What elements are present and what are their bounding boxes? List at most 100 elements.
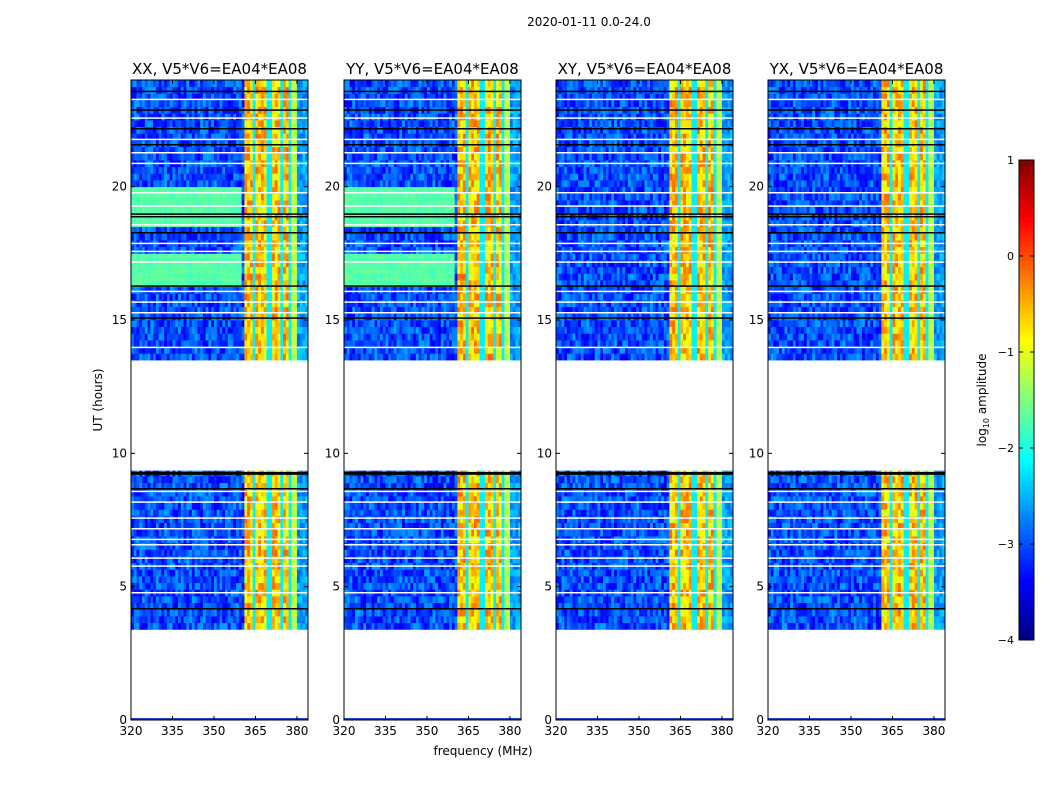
heatmap-cell [156, 193, 159, 200]
heatmap-cell [267, 113, 270, 120]
heatmap-cell [214, 596, 217, 603]
heatmap-cell [203, 253, 206, 260]
heatmap-cell [294, 576, 297, 583]
heatmap-cell [455, 609, 458, 616]
heatmap-cell [161, 489, 164, 496]
heatmap-cell [139, 616, 142, 623]
heatmap-cell [280, 320, 283, 327]
heatmap-cell [485, 596, 488, 603]
heatmap-cell [286, 180, 289, 187]
heatmap-cell [159, 233, 162, 240]
heatmap-cell [156, 253, 159, 260]
heatmap-cell [145, 327, 148, 334]
heatmap-cell [297, 616, 300, 623]
heatmap-cell [228, 247, 231, 254]
heatmap-cell [175, 300, 178, 307]
heatmap-cell [175, 576, 178, 583]
flagged-row-black [131, 232, 308, 234]
heatmap-cell [159, 173, 162, 180]
heatmap-cell [172, 120, 175, 127]
heatmap-cell [388, 556, 391, 563]
heatmap-cell [449, 583, 452, 590]
heatmap-cell [291, 616, 294, 623]
heatmap-cell [170, 569, 173, 576]
heatmap-cell [228, 503, 231, 510]
heatmap-cell [272, 529, 275, 536]
heatmap-cell [291, 549, 294, 556]
heatmap-cell [242, 260, 245, 267]
heatmap-cell [150, 489, 153, 496]
heatmap-cell [189, 489, 192, 496]
heatmap-cell [275, 333, 278, 340]
heatmap-cell [150, 543, 153, 550]
heatmap-cell [203, 596, 206, 603]
heatmap-cell [272, 293, 275, 300]
heatmap-cell [247, 273, 250, 280]
heatmap-cell [134, 476, 137, 483]
heatmap-cell [250, 180, 253, 187]
heatmap-cell [297, 140, 300, 147]
heatmap-cell [186, 340, 189, 347]
heatmap-cell [148, 140, 151, 147]
heatmap-cell [482, 616, 485, 623]
heatmap-cell [372, 556, 375, 563]
heatmap-cell [217, 583, 220, 590]
heatmap-cell [203, 207, 206, 214]
heatmap-cell [203, 476, 206, 483]
heatmap-cell [283, 549, 286, 556]
heatmap-cell [206, 193, 209, 200]
heatmap-cell [449, 623, 452, 630]
heatmap-cell [189, 153, 192, 160]
heatmap-cell [297, 273, 300, 280]
heatmap-cell [477, 576, 480, 583]
heatmap-cell [294, 260, 297, 267]
heatmap-cell [275, 253, 278, 260]
heatmap-cell [148, 489, 151, 496]
heatmap-cell [433, 556, 436, 563]
heatmap-cell [159, 120, 162, 127]
heatmap-cell [220, 173, 223, 180]
heatmap-cell [255, 253, 258, 260]
flagged-row-white [131, 312, 308, 314]
heatmap-cell [250, 80, 253, 87]
heatmap-cell [145, 127, 148, 134]
heatmap-cell [441, 583, 444, 590]
heatmap-cell [228, 576, 231, 583]
heatmap-cell [167, 556, 170, 563]
heatmap-cell [300, 173, 303, 180]
heatmap-cell [195, 100, 198, 107]
heatmap-cell [159, 167, 162, 174]
heatmap-cell [463, 583, 466, 590]
heatmap-cell [139, 320, 142, 327]
heatmap-cell [244, 293, 247, 300]
heatmap-cell [214, 313, 217, 320]
y-tick-label: 10 [112, 446, 127, 460]
heatmap-cell [214, 623, 217, 630]
heatmap-cell [137, 543, 140, 550]
heatmap-cell [272, 273, 275, 280]
heatmap-cell [300, 207, 303, 214]
heatmap-cell [184, 113, 187, 120]
heatmap-cell [134, 127, 137, 134]
heatmap-cell [181, 569, 184, 576]
heatmap-cell [261, 100, 264, 107]
heatmap-cell [275, 260, 278, 267]
heatmap-cell [217, 193, 220, 200]
heatmap-cell [397, 596, 400, 603]
heatmap-cell [272, 220, 275, 227]
heatmap-cell [291, 569, 294, 576]
heatmap-cell [358, 609, 361, 616]
heatmap-cell [286, 293, 289, 300]
heatmap-cell [148, 233, 151, 240]
heatmap-cell [513, 616, 516, 623]
heatmap-cell [150, 503, 153, 510]
heatmap-cell [269, 167, 272, 174]
heatmap-cell [283, 127, 286, 134]
heatmap-cell [142, 583, 145, 590]
heatmap-cell [438, 576, 441, 583]
heatmap-cell [496, 556, 499, 563]
heatmap-cell [211, 100, 214, 107]
heatmap-cell [300, 549, 303, 556]
heatmap-cell [200, 516, 203, 523]
heatmap-cell [247, 287, 250, 294]
